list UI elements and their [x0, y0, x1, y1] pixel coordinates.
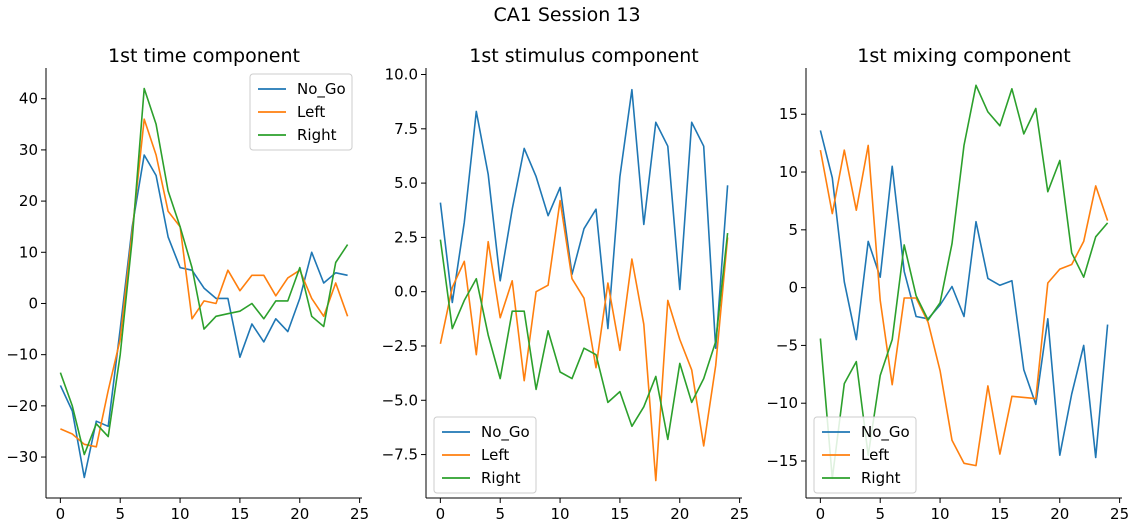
y-tick-label: −5.0 [382, 391, 418, 409]
x-tick-label: 20 [1050, 505, 1069, 523]
x-tick-label: 10 [551, 505, 570, 523]
y-tick-label: 10 [19, 243, 38, 261]
legend-label: Left [297, 103, 325, 121]
panel-time-component: 1st time component 0 5 10 15 20 25 −30 −20 −10 0 10… [6, 45, 369, 523]
y-tick-label: 0 [28, 294, 38, 312]
y-tick-label: −20 [6, 397, 38, 415]
x-tick-label: 15 [990, 505, 1009, 523]
x-tick-label: 0 [56, 505, 66, 523]
x-tick-label: 10 [171, 505, 190, 523]
y-tick-label: 5 [788, 221, 798, 239]
y-tick-label: −15 [766, 452, 798, 470]
x-tick-label: 20 [290, 505, 309, 523]
x-tick-label: 15 [230, 505, 249, 523]
x-tick-label: 25 [730, 505, 749, 523]
y-tick-label: −30 [6, 448, 38, 466]
y-tick-label: 5.0 [394, 174, 418, 192]
legend-frame [813, 416, 917, 494]
y-tick-label: −2.5 [382, 337, 418, 355]
x-tick-label: 15 [610, 505, 629, 523]
y-tick-label: 0.0 [394, 283, 418, 301]
legend-label: Left [861, 446, 889, 464]
legend-label: Left [481, 446, 509, 464]
x-tick-label: 0 [816, 505, 826, 523]
legend: No_Go Left Right [249, 73, 353, 151]
series-line-no-go [59, 154, 348, 479]
legend-label: No_Go [297, 80, 346, 99]
x-tick-label: 10 [931, 505, 950, 523]
y-tick-label: −5 [776, 336, 798, 354]
y-tick-label: −10 [766, 394, 798, 412]
legend: No_Go Left Right [813, 416, 917, 494]
y-tick-label: 40 [19, 90, 38, 108]
legend: No_Go Left Right [433, 416, 537, 494]
series-line-right [59, 87, 349, 456]
y-tick-label: 7.5 [394, 120, 418, 138]
legend-frame [433, 416, 537, 494]
y-tick-label: 20 [19, 192, 38, 210]
figure-suptitle: CA1 Session 13 [493, 4, 641, 26]
legend-frame [249, 73, 353, 151]
x-tick-label: 5 [875, 505, 885, 523]
series-line-left [439, 199, 729, 482]
x-tick-label: 5 [115, 505, 125, 523]
panel-mixing-component: 1st mixing component 0 5 10 15 20 25 −15 −10 −5 0 5… [766, 45, 1129, 523]
legend-label: No_Go [481, 423, 530, 442]
x-tick-label: 25 [350, 505, 369, 523]
y-tick-label: 2.5 [394, 228, 418, 246]
y-tick-label: 10 [779, 163, 798, 181]
y-tick-label: 0 [788, 279, 798, 297]
legend-label: No_Go [861, 423, 910, 442]
y-tick-label: −7.5 [382, 446, 418, 464]
y-tick-label: 15 [779, 105, 798, 123]
y-tick-label: 10.0 [385, 66, 418, 84]
legend-label: Right [297, 126, 337, 144]
legend-label: Right [481, 469, 521, 487]
panel-title: 1st time component [108, 45, 300, 67]
series-line-left [819, 144, 1109, 467]
x-tick-label: 5 [495, 505, 505, 523]
series-line-no-go [439, 88, 729, 350]
x-tick-label: 25 [1110, 505, 1129, 523]
panel-title: 1st stimulus component [469, 45, 698, 67]
series-line-right [439, 233, 729, 441]
y-tick-label: −10 [6, 346, 38, 364]
panel-title: 1st mixing component [857, 45, 1070, 67]
legend-label: Right [861, 469, 901, 487]
x-tick-label: 20 [670, 505, 689, 523]
y-tick-label: 30 [19, 141, 38, 159]
series-line-no-go [819, 130, 1109, 459]
x-tick-label: 0 [436, 505, 446, 523]
series-line-left [60, 118, 349, 448]
panel-stimulus-component: 1st stimulus component 0 5 10 15 20 25 −7.5 −5.0… [382, 45, 750, 523]
